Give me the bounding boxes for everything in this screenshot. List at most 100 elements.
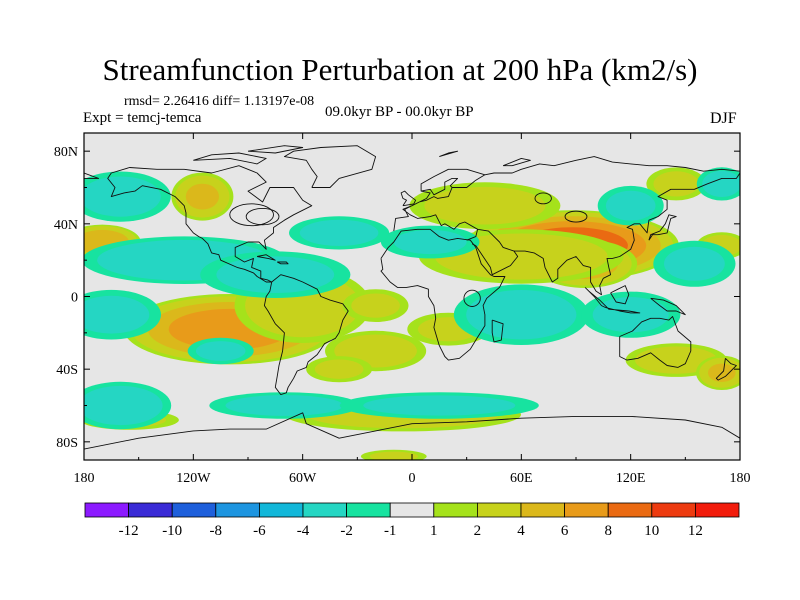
coastline-1 [283, 145, 377, 188]
coastline-0 [107, 165, 313, 283]
y-tick-label-1: 40N [54, 218, 78, 233]
colorbar-label-3: -6 [253, 523, 266, 539]
field-contour-16-1 [351, 293, 400, 318]
field-contour-27-1 [466, 290, 577, 340]
y-tick-label-2: 0 [71, 291, 78, 306]
colorbar-label-5: -2 [340, 523, 353, 539]
lake-3 [564, 210, 588, 223]
coastline-3 [380, 228, 506, 361]
coastline-2 [263, 274, 349, 396]
field-contour-33-1 [605, 190, 656, 221]
coastline-16 [650, 297, 686, 316]
colorbar-swatch-9 [476, 502, 522, 518]
field-contour-31-1 [393, 229, 467, 255]
y-tick-label-3: 40S [56, 363, 78, 378]
colorbar-swatch-3 [215, 502, 260, 518]
coastline-11 [648, 214, 677, 241]
colorbar-swatch-12 [607, 502, 653, 518]
coastline-12 [619, 316, 692, 368]
colorbar-label-1: -10 [162, 523, 182, 539]
colorbar-swatch-7 [389, 502, 435, 518]
field-contour-2-1 [424, 186, 546, 225]
colorbar-label-2: -8 [210, 523, 223, 539]
chart-title: Streamfunction Perturbation at 200 hPa (… [102, 52, 698, 87]
lake-1 [245, 207, 280, 226]
field-contour-30-1 [195, 341, 246, 361]
colorbar-label-6: -1 [384, 523, 397, 539]
field-contour-12-1 [634, 346, 718, 374]
colorbar-swatch-11 [564, 502, 609, 518]
coastline-20 [276, 261, 289, 265]
coastline-7 [84, 172, 100, 179]
x-tick-label-1: 120W [176, 471, 211, 486]
stats-text: rmsd= 2.26416 diff= 1.13197e-08 [124, 94, 315, 109]
coastline-14 [584, 287, 641, 314]
colorbar-swatch-4 [258, 502, 304, 518]
experiment-label: Expt = temcj-temca [83, 110, 202, 126]
colorbar-swatch-0 [84, 502, 129, 518]
field-contour-25-1 [664, 246, 725, 281]
coastline-24 [502, 157, 531, 167]
coastline-4 [393, 168, 486, 241]
colorbar-label-0: -12 [119, 523, 139, 539]
x-tick-label-0: 180 [74, 471, 95, 486]
colorbar: -12 -10 -8 -6 -4 -2 -1 1 2 4 6 8 10 12 [84, 502, 740, 539]
coastline-10 [421, 177, 463, 196]
coastline-23 [439, 150, 459, 158]
coastline-15 [610, 285, 630, 305]
field-contour-24-1 [225, 395, 344, 416]
period-label: 09.0kyr BP - 00.0kyr BP [325, 104, 474, 120]
colorbar-swatch-14 [695, 502, 740, 518]
x-tick-label-5: 120E [616, 471, 646, 486]
y-tick-label-4: 80S [56, 436, 78, 451]
coastline-6 [514, 172, 740, 296]
colorbar-swatch-1 [128, 502, 173, 518]
field-contour-29-1 [363, 395, 516, 416]
field-contour-23-1 [84, 295, 150, 334]
colorbar-label-4: -4 [297, 523, 310, 539]
x-tick-label-3: 0 [409, 471, 416, 486]
field-contour-15-1 [653, 171, 699, 197]
coastline-8 [484, 156, 740, 176]
coastline-17 [491, 319, 504, 343]
coastline-22 [247, 145, 304, 154]
colorbar-label-8: 2 [474, 523, 482, 539]
field-contour-18-1 [369, 451, 419, 460]
x-tick-label-2: 60W [289, 471, 317, 486]
field-contour-21-1 [84, 176, 161, 217]
coastline-21 [193, 152, 267, 165]
colorbar-swatch-6 [346, 502, 391, 518]
field-contour-28-1 [592, 297, 669, 333]
lake-0 [229, 203, 274, 227]
colorbar-swatch-8 [433, 502, 478, 518]
y-tick-label-0: 80N [54, 145, 78, 160]
field-layer [84, 133, 740, 460]
axes-layer: 180 120W 60W 0 60E 120E 180 80N 40N 0 40S 80S [54, 133, 751, 486]
colorbar-label-13: 12 [688, 523, 703, 539]
coastline-13 [715, 357, 737, 381]
coastline-9 [400, 190, 417, 207]
colorbar-label-12: 10 [644, 523, 659, 539]
lake-4 [534, 192, 552, 205]
x-tick-label-6: 180 [730, 471, 751, 486]
colorbar-swatch-13 [651, 502, 696, 518]
season-label: DJF [710, 110, 737, 127]
field-contour-32-1 [299, 219, 379, 246]
colorbar-swatch-5 [302, 502, 347, 518]
coastlines [84, 145, 740, 450]
colorbar-swatch-2 [171, 502, 217, 518]
coastline-19 [257, 254, 276, 261]
field-contour-20-1 [216, 256, 335, 294]
lake-2 [463, 289, 481, 307]
field-contour-8-2 [185, 183, 219, 210]
colorbar-label-7: 1 [430, 523, 438, 539]
coastline-18 [84, 412, 740, 450]
field-contour-22-1 [84, 385, 163, 426]
colorbar-label-11: 8 [604, 523, 612, 539]
colorbar-swatch-10 [520, 502, 565, 518]
field-contour-7-1 [314, 359, 364, 379]
colorbar-label-9: 4 [517, 523, 525, 539]
colorbar-label-10: 6 [561, 523, 569, 539]
field-contour-26-1 [702, 170, 740, 197]
